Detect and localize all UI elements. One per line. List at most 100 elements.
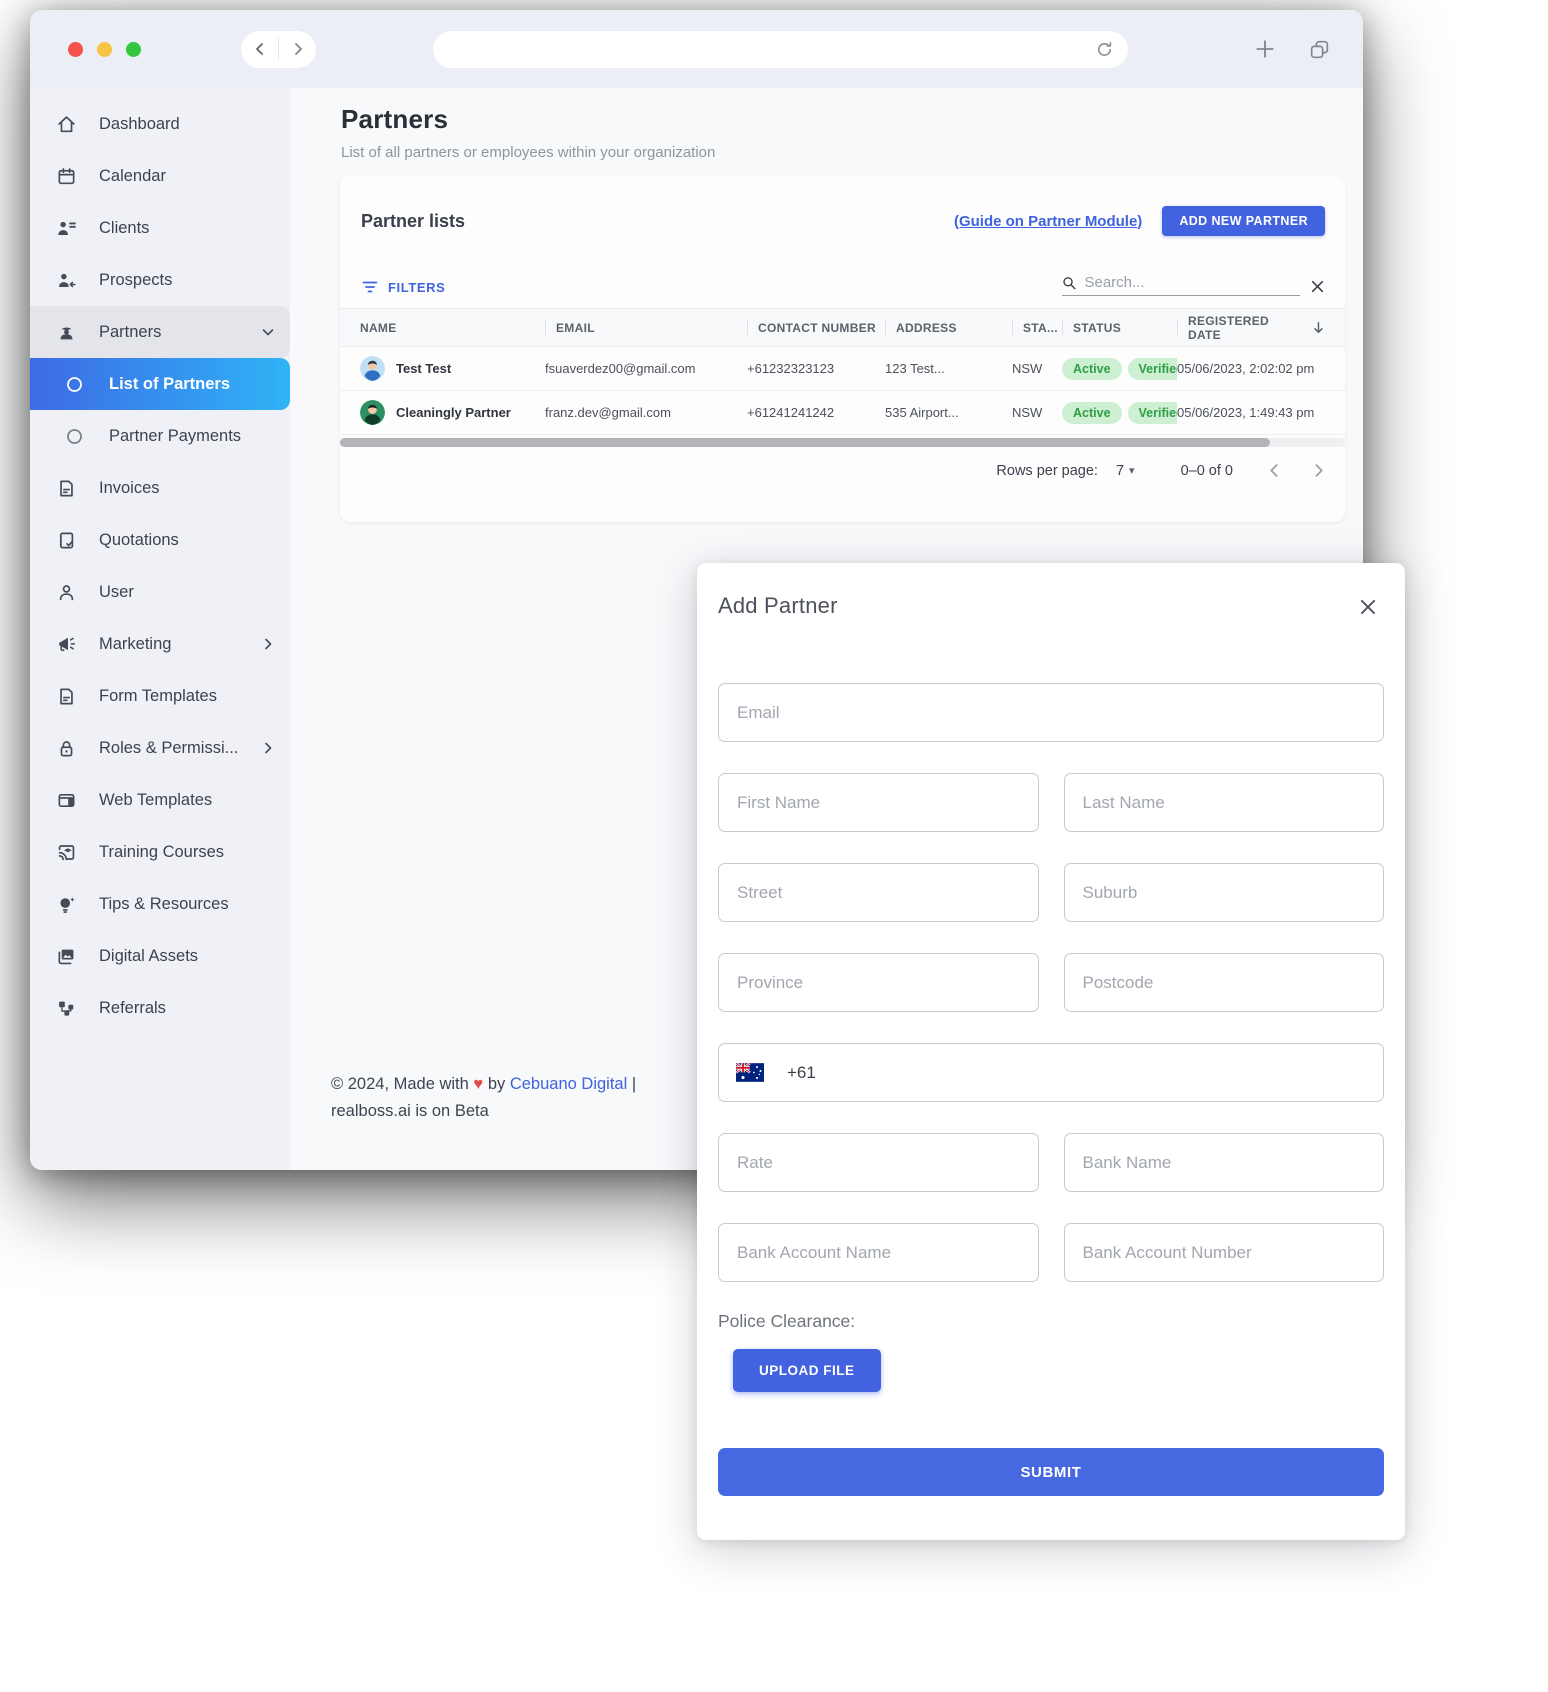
- sidebar-item-roles-permissions[interactable]: Roles & Permissi...: [30, 722, 290, 774]
- tab-overview-icon[interactable]: [1308, 38, 1331, 61]
- chevron-right-icon: [260, 740, 276, 756]
- sidebar-item-partners[interactable]: Partners: [30, 306, 290, 358]
- column-header[interactable]: STATUS: [1062, 320, 1177, 335]
- rows-per-page-select[interactable]: 7 ▾: [1115, 462, 1135, 479]
- cebuano-digital-link[interactable]: Cebuano Digital: [509, 1075, 628, 1093]
- back-button[interactable]: [241, 31, 278, 68]
- next-page-button[interactable]: [1305, 458, 1331, 484]
- previous-page-button[interactable]: [1261, 458, 1287, 484]
- sidebar-item-label: List of Partners: [109, 374, 231, 393]
- bank-account-name-field[interactable]: [718, 1223, 1039, 1282]
- partner-contact: +61232323123: [747, 361, 835, 376]
- column-header[interactable]: NAME: [360, 320, 397, 335]
- megaphone-icon: [59, 637, 76, 651]
- sidebar-item-dashboard[interactable]: Dashboard: [30, 98, 290, 150]
- sidebar-item-label: Quotations: [99, 530, 179, 549]
- table-row[interactable]: Test Test fsuaverdez00@gmail.com +612323…: [340, 347, 1345, 391]
- sort-desc-icon: [1314, 321, 1323, 333]
- column-header[interactable]: EMAIL: [545, 320, 747, 335]
- home-icon: [58, 115, 75, 132]
- sidebar-item-tips-resources[interactable]: Tips & Resources: [30, 878, 290, 930]
- guide-link[interactable]: (Guide on Partner Module): [953, 212, 1143, 230]
- horizontal-scrollbar[interactable]: [340, 438, 1345, 447]
- sidebar-item-user[interactable]: User: [30, 566, 290, 618]
- sidebar-item-label: Invoices: [99, 478, 160, 497]
- beta-note: realboss.ai is on Beta: [331, 1101, 489, 1120]
- sidebar-item-label: Web Templates: [99, 790, 213, 809]
- referrals-icon: [59, 1001, 74, 1016]
- submit-button[interactable]: SUBMIT: [718, 1448, 1384, 1496]
- verified-badge: Verified: [1127, 401, 1177, 424]
- close-window-button[interactable]: [68, 41, 83, 57]
- sidebar-item-label: Calendar: [99, 166, 166, 185]
- search-input[interactable]: [1084, 274, 1300, 291]
- refresh-icon[interactable]: [1095, 40, 1114, 59]
- modal-title: Add Partner: [718, 593, 838, 618]
- first-name-field[interactable]: [718, 773, 1039, 832]
- column-header[interactable]: ADDRESS: [885, 320, 1012, 335]
- traffic-lights: [68, 41, 141, 57]
- browser-window-icon: [58, 793, 75, 807]
- partner-email: fsuaverdez00@gmail.com: [545, 361, 696, 376]
- sidebar-item-partner-payments[interactable]: Partner Payments: [30, 410, 290, 462]
- footer: © 2024, Made with ♥ by Cebuano Digital |…: [331, 1075, 637, 1120]
- new-tab-icon[interactable]: [1254, 38, 1276, 60]
- postcode-field[interactable]: [1063, 953, 1384, 1012]
- invoice-icon: [60, 480, 73, 496]
- heart-icon: ♥: [473, 1075, 484, 1093]
- clients-icon: [58, 221, 76, 235]
- sidebar-item-digital-assets[interactable]: Digital Assets: [30, 930, 290, 982]
- zoom-window-button[interactable]: [126, 41, 141, 57]
- province-field[interactable]: [718, 953, 1039, 1012]
- sidebar-item-quotations[interactable]: Quotations: [30, 514, 290, 566]
- user-icon: [59, 584, 74, 600]
- sidebar-item-invoices[interactable]: Invoices: [30, 462, 290, 514]
- sidebar-item-label: Prospects: [99, 270, 173, 289]
- scrollbar-thumb[interactable]: [340, 438, 1270, 447]
- browser-nav: [241, 30, 316, 68]
- minimize-window-button[interactable]: [97, 41, 112, 57]
- rate-field[interactable]: [718, 1133, 1039, 1192]
- sidebar-item-list-of-partners[interactable]: List of Partners: [30, 358, 290, 410]
- card-title: Partner lists: [361, 210, 466, 231]
- last-name-field[interactable]: [1063, 773, 1384, 832]
- sidebar-item-web-templates[interactable]: Web Templates: [30, 774, 290, 826]
- forward-button[interactable]: [279, 31, 316, 68]
- table-row[interactable]: Cleaningly Partner franz.dev@gmail.com +…: [340, 391, 1345, 435]
- sidebar-item-prospects[interactable]: Prospects: [30, 254, 290, 306]
- column-header[interactable]: CONTACT NUMBER: [747, 320, 885, 335]
- chevron-down-icon: [260, 324, 276, 340]
- partner-registered-date: 05/06/2023, 1:49:43 pm: [1177, 405, 1315, 420]
- table-header: NAME EMAIL CONTACT NUMBER ADDRESS STA...…: [340, 308, 1345, 347]
- email-field[interactable]: [718, 683, 1384, 742]
- search-box: [1062, 274, 1300, 296]
- bank-account-number-field[interactable]: [1063, 1223, 1384, 1282]
- filters-button[interactable]: FILTERS: [361, 278, 445, 296]
- phone-field[interactable]: +61: [718, 1043, 1384, 1102]
- url-bar[interactable]: [433, 30, 1128, 68]
- browser-chrome: [30, 10, 1363, 88]
- sidebar-item-form-templates[interactable]: Form Templates: [30, 670, 290, 722]
- upload-file-button[interactable]: UPLOAD FILE: [733, 1349, 881, 1392]
- column-header-sorted[interactable]: REGISTERED DATE: [1177, 314, 1325, 342]
- column-header[interactable]: STA...: [1012, 320, 1062, 335]
- sidebar-item-referrals[interactable]: Referrals: [30, 982, 290, 1034]
- sidebar-item-calendar[interactable]: Calendar: [30, 150, 290, 202]
- sidebar-item-marketing[interactable]: Marketing: [30, 618, 290, 670]
- suburb-field[interactable]: [1063, 863, 1384, 922]
- close-icon[interactable]: [1358, 597, 1378, 617]
- partners-icon: [60, 327, 73, 339]
- avatar: [360, 356, 385, 381]
- bank-name-field[interactable]: [1063, 1133, 1384, 1192]
- clear-search-icon[interactable]: [1310, 279, 1325, 294]
- status-badge: Active: [1062, 401, 1122, 424]
- divider: [278, 38, 279, 60]
- sidebar-item-clients[interactable]: Clients: [30, 202, 290, 254]
- partner-address: 535 Airport...: [885, 405, 959, 420]
- sidebar-item-training-courses[interactable]: Training Courses: [30, 826, 290, 878]
- street-field[interactable]: [718, 863, 1039, 922]
- partner-name: Test Test: [396, 361, 452, 376]
- sidebar-item-label: Tips & Resources: [99, 894, 229, 913]
- sidebar-item-label: User: [99, 582, 134, 601]
- add-new-partner-button[interactable]: ADD NEW PARTNER: [1162, 206, 1325, 236]
